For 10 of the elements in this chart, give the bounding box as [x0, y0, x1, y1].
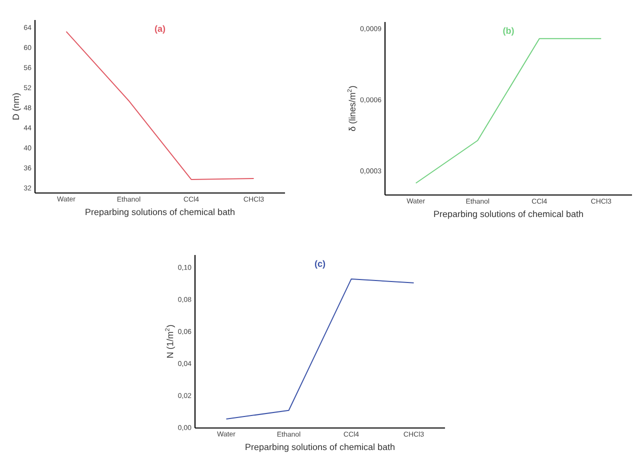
text: (a): [154, 25, 166, 34]
x-axis-title: Preparbing solutions of chemical bath: [246, 444, 394, 452]
y-axis-title: δ (lines/m$^{2}$): [347, 86, 358, 132]
text: (b): [503, 27, 514, 36]
y-axis-title: D (nm): [12, 93, 21, 120]
text: (c): [314, 260, 326, 269]
y-axis-title: N (1/m$^{2}$): [165, 325, 175, 358]
x-axis-title: Preparbing solutions of chemical bath: [434, 210, 583, 219]
x-axis-title: Preparbing solutions of chemical bath: [86, 208, 234, 217]
line-series: [226, 278, 414, 420]
